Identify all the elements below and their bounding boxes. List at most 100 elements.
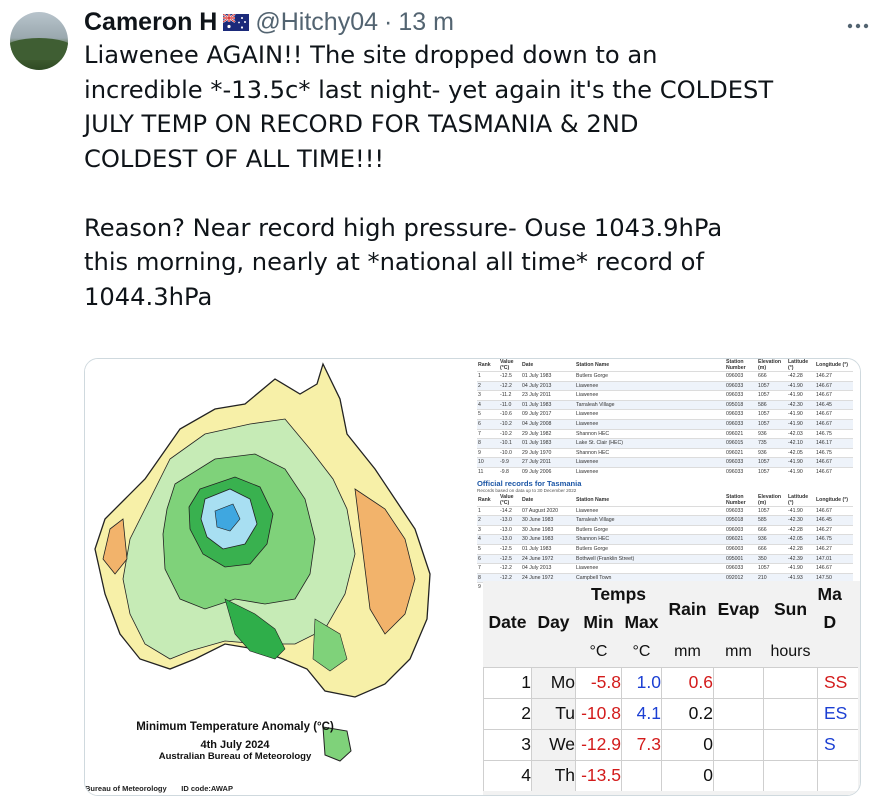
map-agency: Australian Bureau of Meteorology <box>158 751 312 762</box>
records-cell: 146.67 <box>815 505 853 516</box>
tweet-text: Liawenee AGAIN!! The site dropped down t… <box>84 41 774 311</box>
daily-day-cell: Mo <box>531 666 576 698</box>
records-cell: 01 July 1983 <box>521 438 575 449</box>
records-column-header: Rank <box>478 362 491 368</box>
max-wind-header: Ma <box>817 583 842 604</box>
records-cell: 23 July 2011 <box>521 390 575 401</box>
records-cell: -42.28 <box>787 524 815 535</box>
temps-header: Temps <box>590 583 647 604</box>
records-cell: 350 <box>757 553 787 564</box>
records-cell: Lake St. Clair (HEC) <box>575 438 725 449</box>
records-cell: 146.67 <box>815 563 853 574</box>
daily-date-cell: 1 <box>483 666 532 698</box>
records-cell: 666 <box>757 371 787 382</box>
records-row: 10 -9.9 27 July 2011 Liawenee 096033 1057 -41.… <box>477 457 853 468</box>
separator-dot: · <box>384 7 393 36</box>
records-cell: 1057 <box>757 505 787 516</box>
records-cell: 210 <box>757 572 787 583</box>
author-handle[interactable]: @Hitchy04 <box>255 7 379 36</box>
records-cell: 29 July 1970 <box>521 447 575 458</box>
records-cell: 936 <box>757 428 787 439</box>
daily-day-cell: Tu <box>531 697 576 729</box>
records-cell: Shannon HEC <box>575 428 725 439</box>
map-footer: Bureau of Meteorology ID code:AWAP <box>85 784 233 793</box>
records-cell: 146.27 <box>815 543 853 554</box>
records-column-header: Latitude (°) <box>788 493 809 506</box>
daily-sun-cell <box>763 666 818 698</box>
australia-flag-icon <box>223 13 250 31</box>
records-cell: Tarraleah Village <box>575 399 725 410</box>
records-row: 8 -12.2 24 June 1972 Campbell Town 092012 210… <box>477 572 853 583</box>
evap-header: Evap <box>717 598 760 619</box>
daily-date-cell: 2 <box>483 697 532 729</box>
records-row: 3 -13.0 30 June 1983 Butlers Gorge 096003 666… <box>477 524 853 535</box>
records-cell: 01 July 1983 <box>521 543 575 554</box>
records-cell: 04 July 2013 <box>521 380 575 391</box>
records-cell: -42.30 <box>787 515 815 526</box>
daily-sun-cell <box>763 759 818 791</box>
records-cell: 096021 <box>725 447 757 458</box>
daily-min-cell: -13.5 <box>575 759 622 791</box>
daily-sun-cell <box>763 697 818 729</box>
records-cell: Campbell Town <box>575 572 725 583</box>
daily-row: 4 Th -13.5 0 <box>483 759 858 791</box>
records-cell: -10.2 <box>499 418 521 430</box>
records-cell: 146.67 <box>815 380 853 391</box>
records-cell: -42.30 <box>787 399 815 410</box>
daily-sun-cell <box>763 728 818 760</box>
records-cell: Liawenee <box>575 466 725 477</box>
more-horizontal-icon[interactable] <box>847 10 869 35</box>
daily-day-cell: We <box>531 728 576 760</box>
daily-observations-table: Temps Rain Evap Sun Ma Date Day Min Max … <box>483 581 858 791</box>
records-cell: 096033 <box>725 409 757 420</box>
records-cell: 146.75 <box>815 534 853 545</box>
map-title: Minimum Temperature Anomaly (°C) <box>136 721 334 733</box>
daily-row: 2 Tu -10.8 4.1 0.2 ES <box>483 697 858 729</box>
records-row: 6 -10.2 04 July 2008 Liawenee 096033 1057 -41.… <box>477 418 853 430</box>
records-column-header: Elevation (m) <box>758 359 782 371</box>
records-cell: Bothwell (Franklin Street) <box>575 553 725 564</box>
records-cell: 24 June 1972 <box>521 553 575 564</box>
records-row: 4 -13.0 30 June 1983 Shannon HEC 096021 936 -4… <box>477 534 853 545</box>
records-cell: 666 <box>757 524 787 535</box>
records-cell: -13.0 <box>499 534 521 545</box>
sun-header: Sun <box>773 598 808 619</box>
avatar[interactable] <box>10 12 68 70</box>
records-cell: -10.1 <box>499 438 521 449</box>
records-cell: 146.75 <box>815 428 853 439</box>
daily-max-cell <box>621 759 662 791</box>
map-caption: Minimum Temperature Anomaly (°C) 4th Jul… <box>85 721 385 762</box>
max-header: Max <box>624 611 659 632</box>
map-footer-left: Bureau of Meteorology <box>85 784 167 793</box>
records-cell: 7 <box>477 428 499 439</box>
author-name[interactable]: Cameron H <box>84 7 218 36</box>
records-cell: -12.5 <box>499 371 521 382</box>
records-cell: -41.90 <box>787 409 815 420</box>
records-cell: 585 <box>757 515 787 526</box>
records-column-header: Rank <box>478 496 491 503</box>
records-cell: 146.67 <box>815 390 853 401</box>
records-cell: 10 <box>477 457 499 468</box>
records-cell: 096003 <box>725 543 757 554</box>
media-grid[interactable]: Minimum Temperature Anomaly (°C) 4th Jul… <box>84 358 861 796</box>
records-cell: -13.0 <box>499 524 521 535</box>
records-cell: -41.90 <box>787 457 815 468</box>
records-panel[interactable]: Rank Value (°C) Date Station Name Station Nu… <box>477 359 860 592</box>
post-time[interactable]: 13 m <box>398 7 454 36</box>
temperature-anomaly-map[interactable]: Minimum Temperature Anomaly (°C) 4th Jul… <box>85 359 465 795</box>
records-cell: 936 <box>757 534 787 545</box>
records-cell: 1 <box>477 371 499 382</box>
records-cell: 1057 <box>757 466 787 477</box>
daily-observations-panel[interactable]: Temps Rain Evap Sun Ma Date Day Min Max … <box>483 581 860 795</box>
records-column-header: Date <box>522 362 534 368</box>
records-cell: Butlers Gorge <box>575 524 725 535</box>
day-header-spacer <box>532 581 576 607</box>
records-row: 9 -10.0 29 July 1970 Shannon HEC 096021 936 -4… <box>477 447 853 458</box>
records-cell: 936 <box>757 447 787 458</box>
records-cell: -41.90 <box>787 390 815 401</box>
daily-date-cell: 3 <box>483 728 532 760</box>
records-cell: 30 June 1983 <box>521 534 575 545</box>
records-cell: 8 <box>477 572 499 583</box>
records-cell: 09 July 2017 <box>521 409 575 420</box>
records-cell: -11.2 <box>499 390 521 401</box>
